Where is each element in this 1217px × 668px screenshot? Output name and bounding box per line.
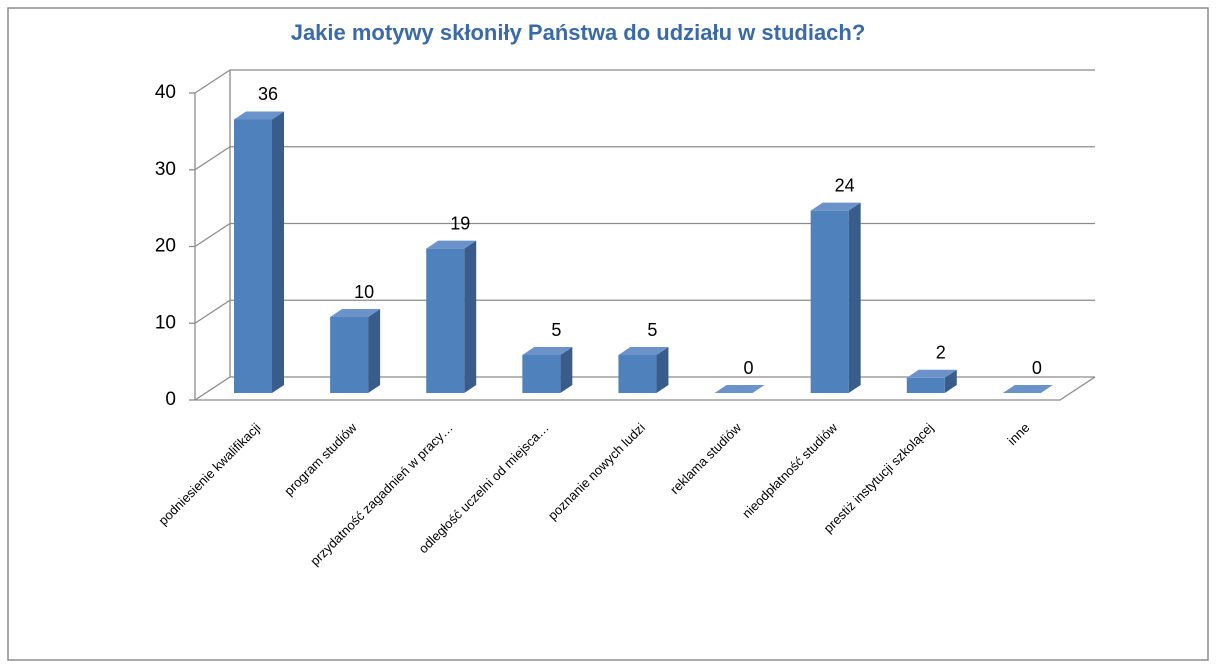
value-label: 0 xyxy=(1032,358,1042,378)
grid-line xyxy=(194,69,1095,94)
bar-top xyxy=(426,240,477,249)
bar xyxy=(522,355,561,393)
bar-side xyxy=(272,111,284,393)
bar xyxy=(234,119,272,393)
value-label: 10 xyxy=(354,282,374,302)
chart-title: Jakie motywy skłoniły Państwa do udziału… xyxy=(291,20,866,45)
grid-line xyxy=(194,222,1095,248)
y-tick-label: 30 xyxy=(155,159,176,180)
bar-side xyxy=(368,309,381,393)
bar-top xyxy=(1002,385,1053,393)
y-tick-label: 0 xyxy=(165,389,176,410)
grid-line xyxy=(194,299,1095,324)
floor xyxy=(195,376,1096,401)
bar-top xyxy=(618,347,669,356)
bar-top xyxy=(234,111,284,120)
bar-top xyxy=(330,309,381,318)
grid-line xyxy=(194,146,1095,171)
value-label: 0 xyxy=(744,358,754,378)
bar xyxy=(330,317,369,393)
bar-top xyxy=(714,385,765,393)
bar xyxy=(906,377,945,393)
value-label: 24 xyxy=(835,175,855,195)
value-label: 36 xyxy=(258,84,278,104)
bar-side xyxy=(560,347,573,393)
value-label: 19 xyxy=(450,213,470,233)
bar-top xyxy=(522,347,573,356)
bar-top xyxy=(906,369,957,378)
y-tick-label: 20 xyxy=(155,236,176,257)
bar-top xyxy=(810,202,861,211)
value-label: 5 xyxy=(551,320,561,340)
bar-side xyxy=(464,240,477,393)
bar xyxy=(426,248,465,393)
bar-side xyxy=(848,202,861,393)
bar xyxy=(618,355,657,393)
grid-line xyxy=(194,376,1095,401)
bar-side xyxy=(944,369,957,393)
y-tick-label: 40 xyxy=(155,82,176,103)
bar xyxy=(810,210,849,393)
y-tick-label: 10 xyxy=(155,312,176,333)
chart-frame xyxy=(7,7,1209,661)
value-label: 5 xyxy=(647,320,657,340)
value-label: 2 xyxy=(936,343,946,363)
bar-side xyxy=(656,347,669,393)
